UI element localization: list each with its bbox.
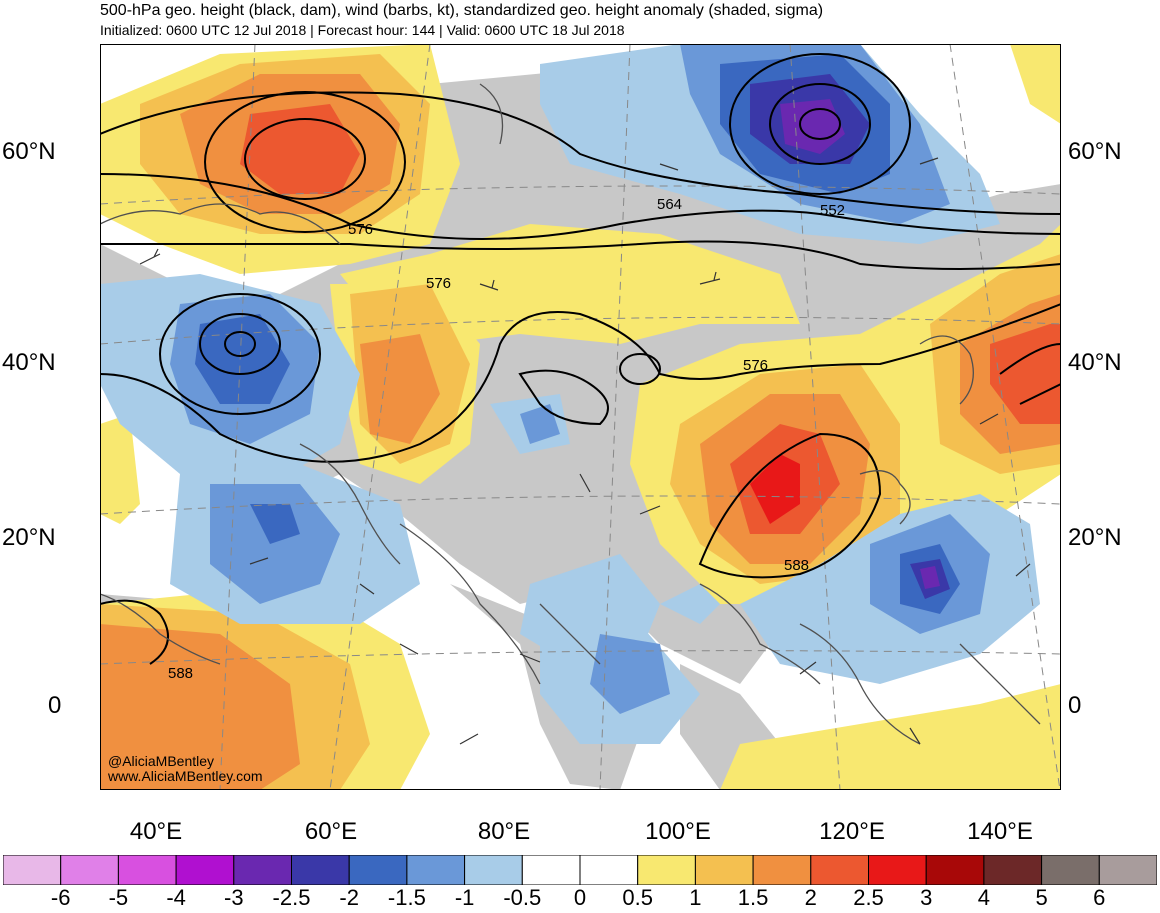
lon-label-100e: 100°E	[645, 818, 711, 845]
lon-label-80e: 80°E	[477, 818, 531, 845]
colorbar-swatch	[348, 855, 408, 885]
colorbar-tick-label: -1.5	[387, 885, 426, 910]
colorbar-tick-label: -2.5	[272, 885, 311, 910]
colorbar-swatch	[868, 855, 927, 885]
credit-site: www.AliciaMBentley.com	[108, 768, 263, 784]
lon-label-40e: 40°E	[129, 818, 183, 845]
colorbar-swatch	[406, 855, 466, 885]
colorbar-swatch	[579, 855, 639, 885]
lat-label-20n-left: 20°N	[2, 524, 56, 551]
colorbar-tick-label: 1.5	[737, 885, 769, 910]
colorbar-swatch	[925, 855, 985, 885]
contour-label: 552	[820, 202, 845, 219]
colorbar-swatch	[521, 855, 581, 885]
lon-label-140e: 140°E	[967, 818, 1033, 845]
wind-barbs	[139, 157, 1031, 745]
colorbar-tick-label: 1	[689, 885, 702, 910]
colorbar-swatch	[810, 855, 869, 885]
colorbar-swatch	[752, 855, 812, 885]
lat-label-60n-left: 60°N	[2, 138, 56, 165]
map-title: 500-hPa geo. height (black, dam), wind (…	[100, 2, 824, 19]
colorbar-tick-label: -4	[166, 885, 186, 910]
colorbar-swatch	[233, 855, 293, 885]
colorbar-swatch	[60, 855, 119, 885]
contour-label: 588	[168, 665, 193, 682]
credit-handle: @AliciaMBentley	[108, 753, 215, 769]
coastlines	[100, 83, 1041, 745]
map-frame	[100, 44, 1061, 790]
colorbar-tick-label: -1	[454, 885, 475, 910]
colorbar-swatch	[694, 855, 754, 885]
contour-label: 588	[784, 557, 809, 574]
contour-label: 564	[657, 196, 682, 213]
anomaly-colorbar	[3, 855, 1157, 885]
colorbar-tick-label: 2.5	[853, 885, 884, 910]
colorbar-swatch	[637, 855, 696, 885]
anomaly-map: 576 576 576 564 552 588 588	[100, 44, 1061, 790]
colorbar-tick-label: 5	[1035, 885, 1048, 910]
lon-label-120e: 120°E	[819, 818, 885, 845]
anomaly-plus-2p5	[750, 454, 800, 524]
contour-label: 576	[348, 221, 373, 238]
colorbar-tick-label: 0.5	[622, 885, 653, 910]
colorbar-swatch	[464, 855, 523, 885]
lat-label-60n-right: 60°N	[1068, 138, 1122, 165]
contour-label: 576	[426, 275, 451, 292]
lat-label-40n-right: 40°N	[1068, 349, 1122, 376]
contour-label: 576	[743, 357, 768, 374]
colorbar-swatch	[1041, 855, 1100, 885]
colorbar-swatch	[983, 855, 1043, 885]
colorbar-tick-label: -5	[108, 885, 129, 910]
anomaly-minus-2p5	[780, 99, 940, 589]
lon-label-60e: 60°E	[304, 818, 358, 845]
graticule	[100, 44, 1061, 790]
colorbar-tick-label: 2	[804, 885, 817, 910]
colorbar-swatch	[291, 855, 350, 885]
lat-label-eq-left: 0	[48, 692, 62, 719]
colorbar-tick-label: 3	[920, 885, 933, 910]
height-contours	[100, 53, 1061, 665]
colorbar-tick-label: -0.5	[503, 885, 542, 910]
colorbar-tick-label: 6	[1093, 885, 1106, 910]
colorbar-tick-label: -3	[224, 885, 244, 910]
colorbar-swatch	[1098, 855, 1157, 885]
colorbar-tick-label: -6	[50, 885, 71, 910]
lat-label-40n-left: 40°N	[2, 349, 56, 376]
colorbar-swatch	[175, 855, 235, 885]
colorbar-swatch	[117, 855, 177, 885]
colorbar-swatch	[3, 855, 62, 885]
map-subtitle: Initialized: 0600 UTC 12 Jul 2018 | Fore…	[100, 22, 625, 38]
colorbar-tick-label: 0	[573, 885, 587, 910]
lat-label-eq-right: 0	[1068, 692, 1082, 719]
lat-label-20n-right: 20°N	[1068, 524, 1122, 551]
colorbar-tick-label: 4	[977, 885, 991, 910]
colorbar-tick-label: -2	[339, 885, 359, 910]
